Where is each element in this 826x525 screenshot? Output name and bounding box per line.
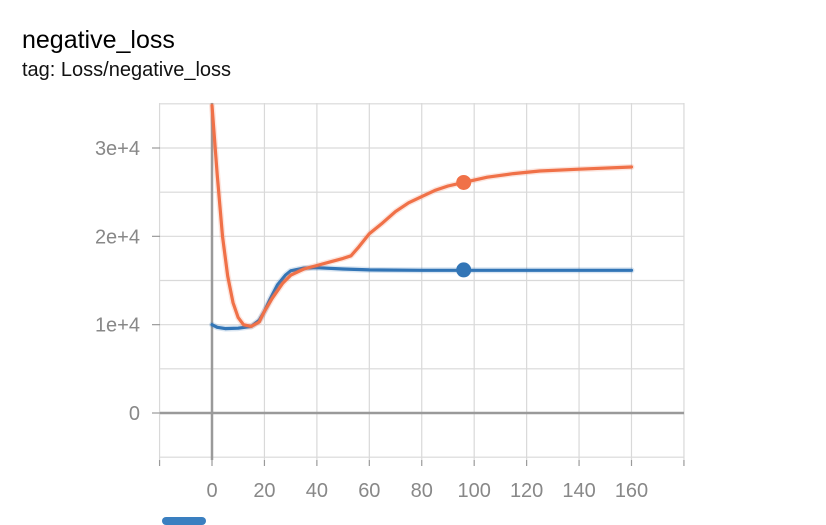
x-tick-label: 140	[562, 480, 595, 502]
x-tick-label: 20	[253, 480, 275, 502]
x-tick-label: 0	[206, 480, 217, 502]
chart-title: negative_loss	[22, 26, 175, 54]
x-tick-label: 80	[411, 480, 433, 502]
series-markers	[456, 174, 472, 278]
x-tick-label: 160	[615, 480, 648, 502]
grid	[158, 103, 685, 460]
y-tick-label: 2e+4	[95, 226, 140, 248]
x-tick-label: 40	[306, 480, 328, 502]
x-tick-label: 60	[358, 480, 380, 502]
series-1-hover-marker[interactable]	[456, 262, 472, 278]
legend-swatch[interactable]	[162, 517, 206, 525]
x-tick-label: 100	[458, 480, 491, 502]
x-tick-label: 120	[510, 480, 543, 502]
chart-tag: tag: Loss/negative_loss	[22, 59, 232, 81]
y-tick-label: 1e+4	[95, 315, 140, 337]
tick-labels: 0 20 40 60 80 100 120 140 160 0 1e+4 2e+4 3e+4	[95, 138, 648, 502]
y-tick-label: 3e+4	[95, 138, 140, 160]
series-2-hover-marker[interactable]	[456, 174, 472, 190]
y-tick-label: 0	[129, 403, 140, 425]
axes	[152, 103, 685, 466]
